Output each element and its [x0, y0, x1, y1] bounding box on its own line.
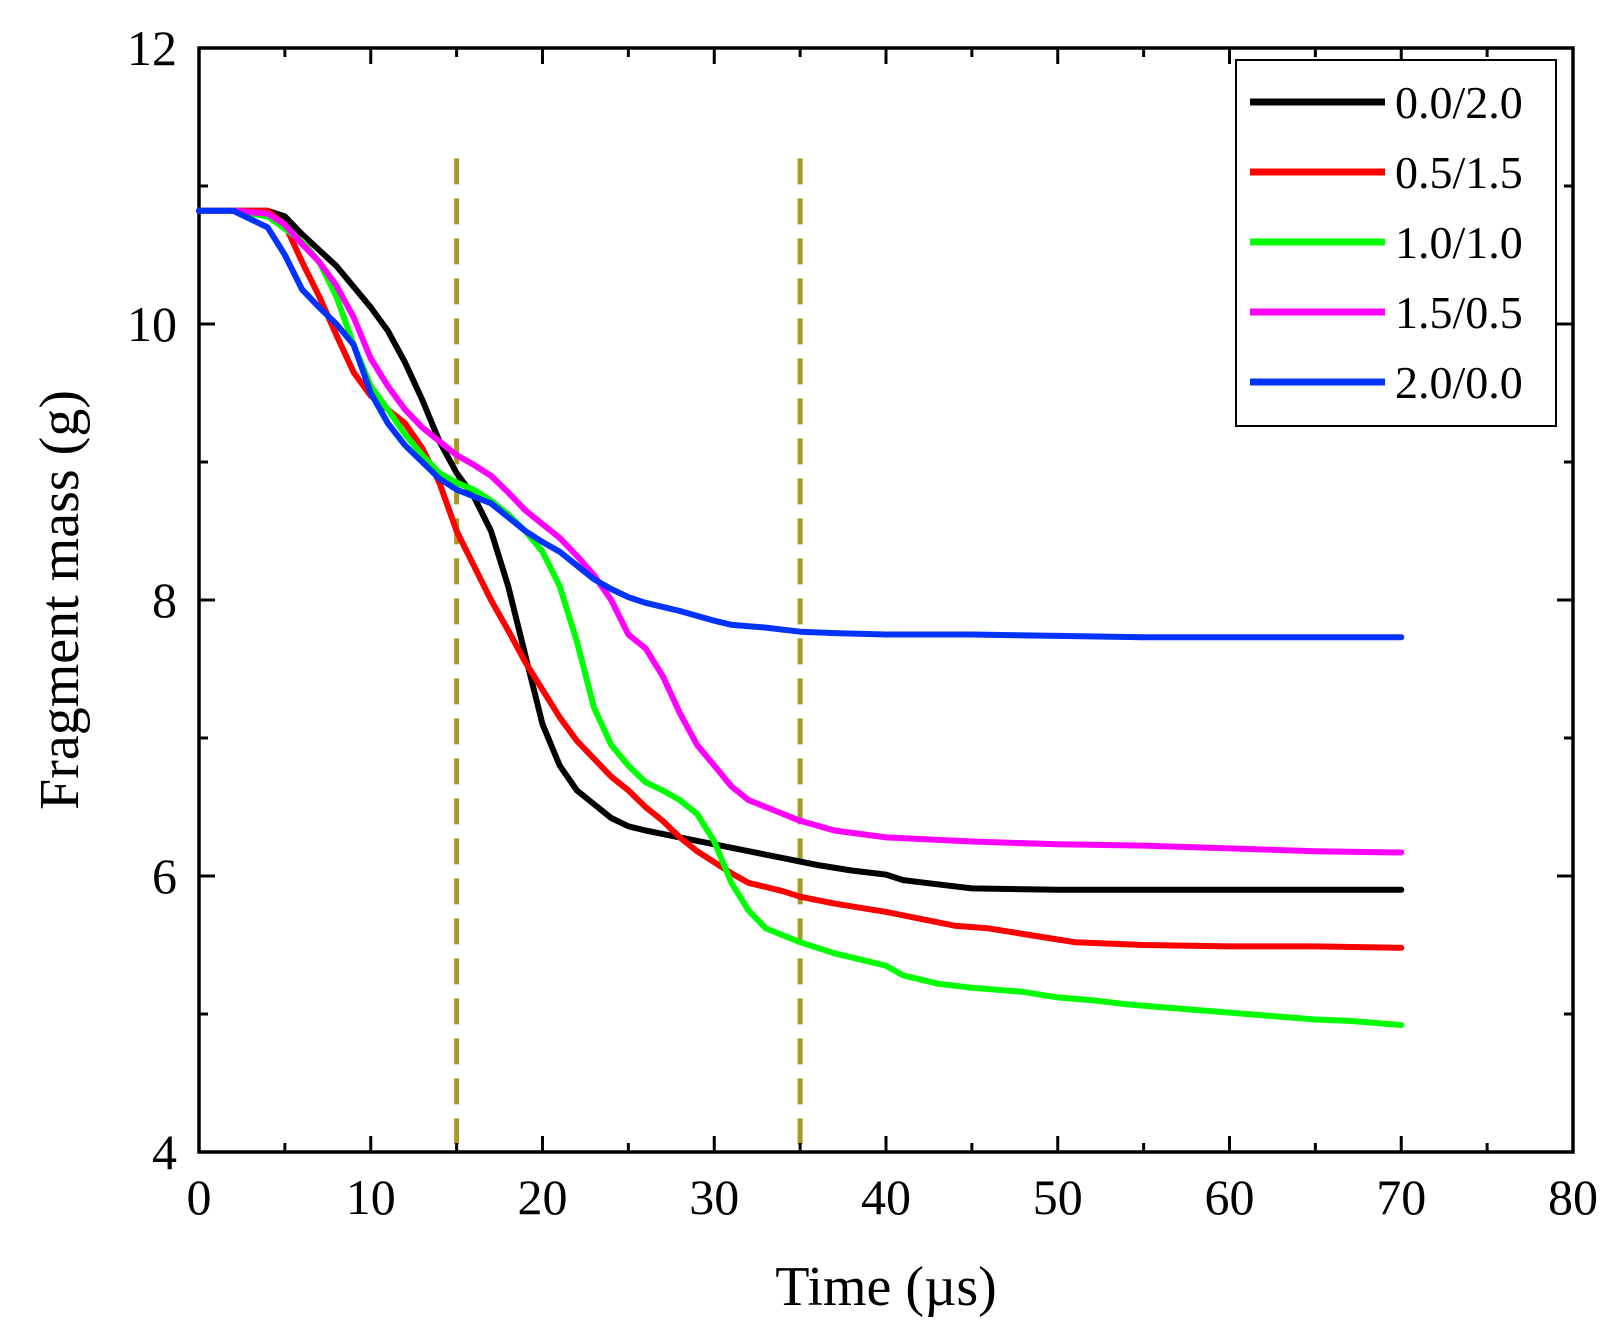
series-line-1-5-0-5 [196, 207, 1405, 856]
legend-label: 1.0/1.0 [1395, 217, 1523, 268]
legend-label: 0.5/1.5 [1395, 147, 1523, 198]
legend-label: 1.5/0.5 [1395, 287, 1523, 338]
series-line-0-0-2-0 [196, 207, 1405, 893]
legend: 0.0/2.0 0.5/1.5 1.0/1.0 1.5/0.5 2.0/0.0 [1235, 59, 1557, 427]
x-tick-label: 10 [346, 1169, 396, 1225]
x-tick-label: 70 [1376, 1169, 1426, 1225]
legend-label: 0.0/2.0 [1395, 77, 1523, 128]
y-tick-label: 6 [152, 848, 177, 904]
x-tick-label: 0 [187, 1169, 212, 1225]
x-tick-label: 30 [689, 1169, 739, 1225]
axis-ticks: 0 10 20 30 40 50 60 70 80 4 6 8 10 12 [127, 20, 1598, 1225]
y-axis-title: Fragment mass (g) [29, 390, 91, 810]
x-axis-title: Time (µs) [775, 1256, 997, 1318]
y-tick-label: 4 [152, 1124, 177, 1180]
reference-lines [454, 158, 803, 1152]
series-line-0-5-1-5 [196, 207, 1405, 951]
x-tick-label: 60 [1205, 1169, 1255, 1225]
x-tick-label: 80 [1548, 1169, 1598, 1225]
data-series [196, 207, 1405, 1028]
series-line-2-0-0-0 [196, 207, 1405, 641]
y-tick-label: 10 [127, 296, 177, 352]
x-tick-label: 40 [861, 1169, 911, 1225]
series-line-1-0-1-0 [196, 207, 1405, 1028]
y-tick-label: 12 [127, 20, 177, 76]
legend-label: 2.0/0.0 [1395, 357, 1523, 408]
legend-items: 0.0/2.0 0.5/1.5 1.0/1.0 1.5/0.5 2.0/0.0 [1250, 77, 1523, 408]
x-tick-label: 20 [518, 1169, 568, 1225]
x-tick-label: 50 [1033, 1169, 1083, 1225]
y-tick-label: 8 [152, 572, 177, 628]
